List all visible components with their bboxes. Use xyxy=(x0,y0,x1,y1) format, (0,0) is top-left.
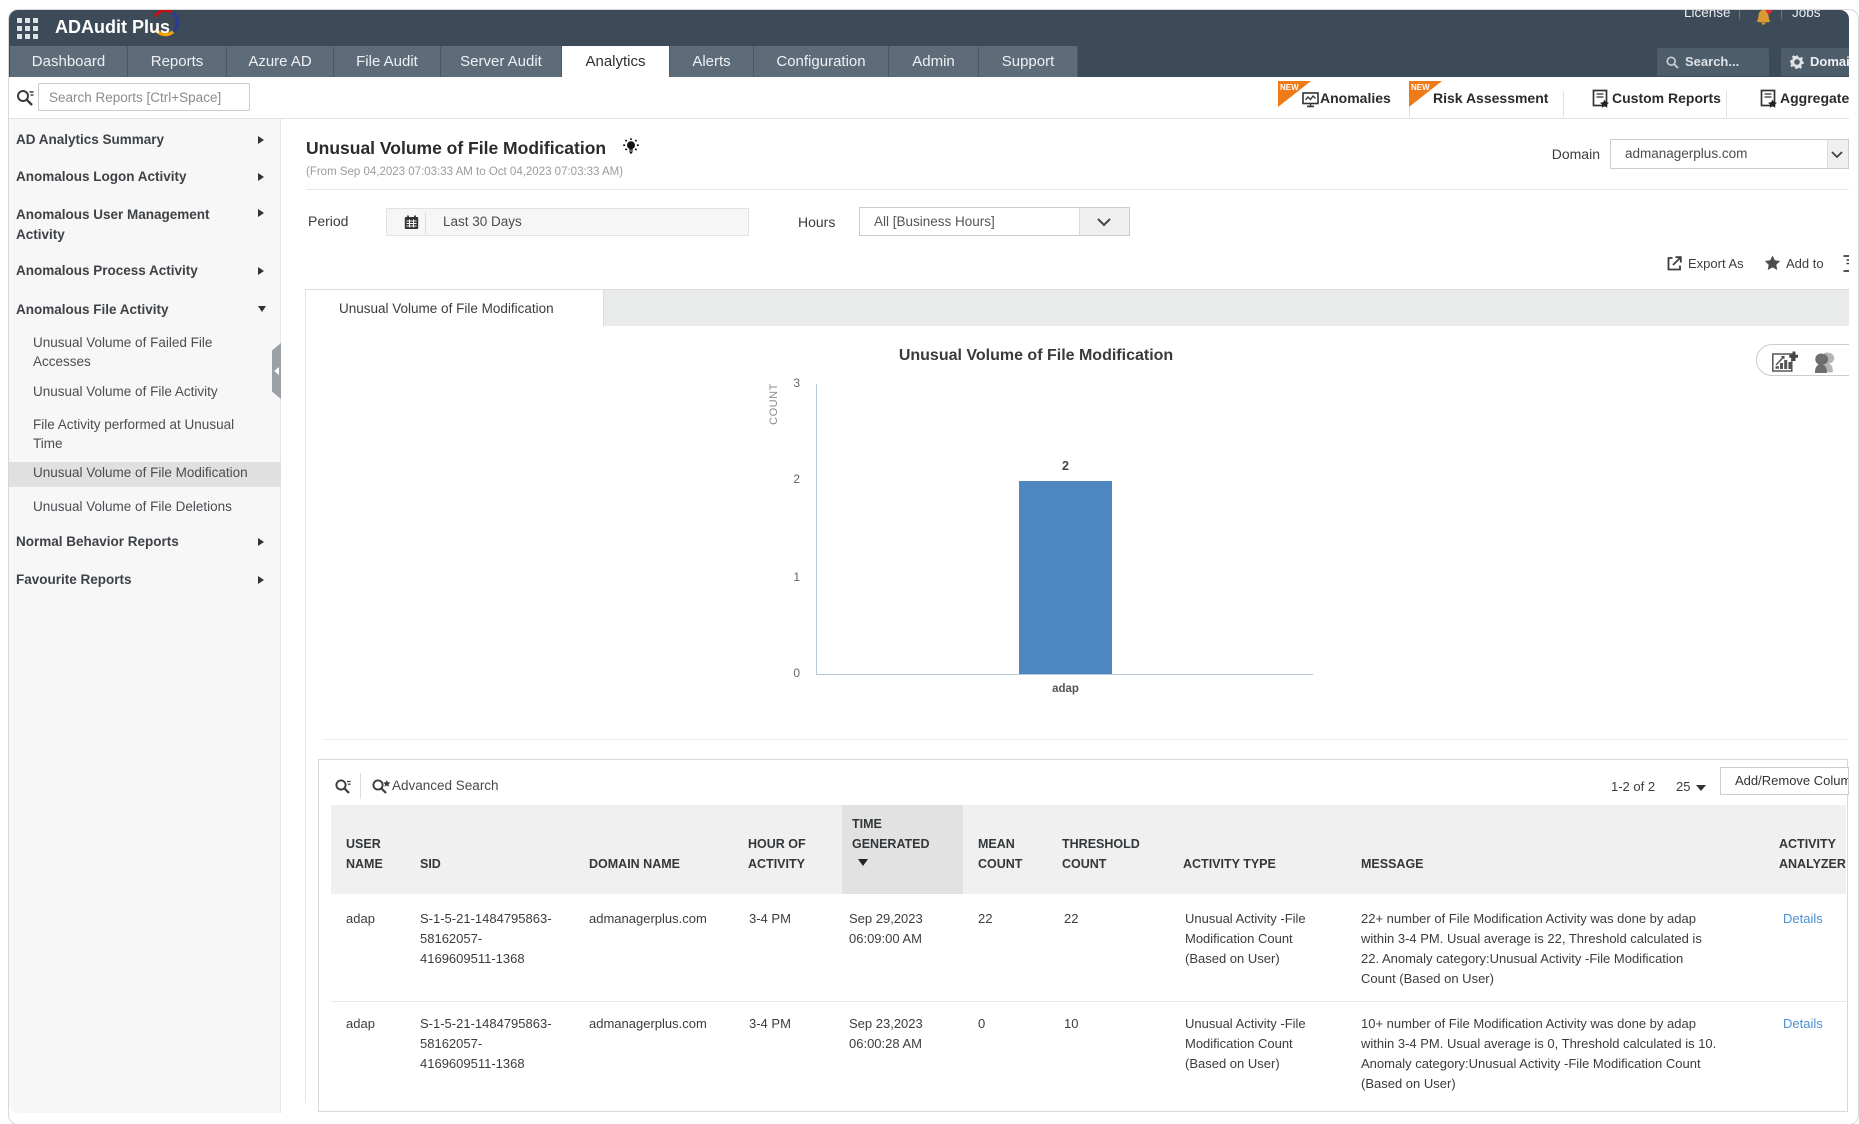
svg-text:NEW: NEW xyxy=(1280,83,1299,92)
svg-text:NEW: NEW xyxy=(1411,83,1430,92)
